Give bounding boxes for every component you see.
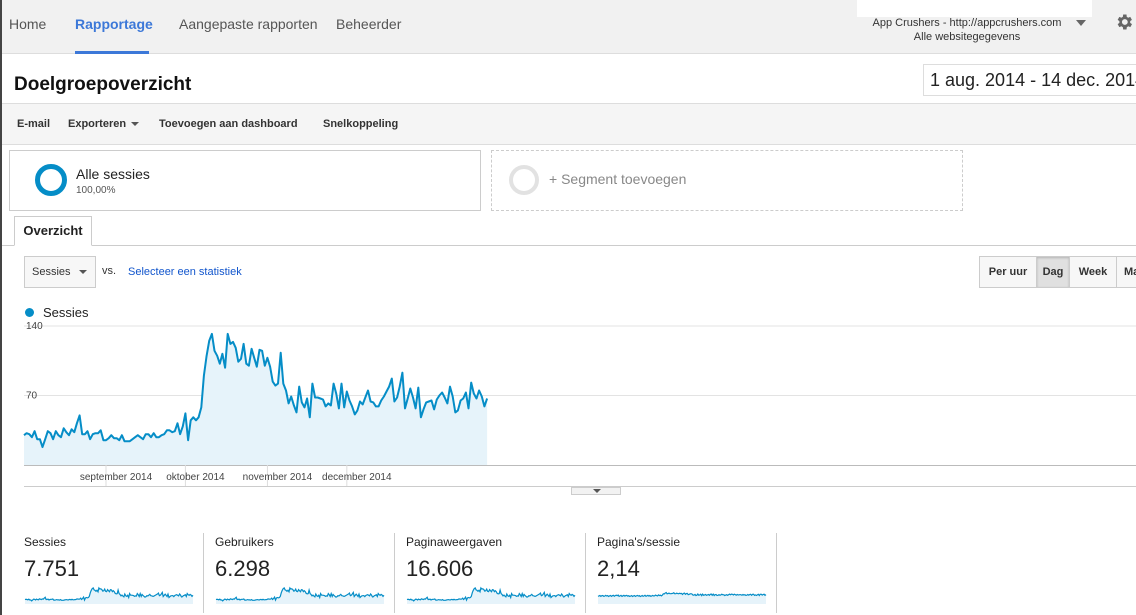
add-segment-button[interactable]: + Segment toevoegen [491,150,963,211]
nav-tab-rapportage[interactable]: Rapportage [75,0,153,54]
sparkline-line [215,586,385,602]
granularity-week[interactable]: Week [1069,256,1117,288]
granularity-month[interactable]: Maand [1116,256,1136,288]
tile-divider [203,533,204,613]
account-view: Alle websitegegevens [913,31,1021,43]
export-button[interactable]: Exporteren [68,104,140,144]
sessions-chart: 140 70 september 2014 oktober 2014 november … [23,321,1136,487]
tab-overview[interactable]: Overzicht [14,216,92,246]
chevron-down-icon [79,270,87,274]
metric-value: 2,14 [597,556,640,581]
series-legend-label: Sessies [43,305,89,320]
x-tick-label: oktober 2014 [166,472,225,483]
granularity-hourly[interactable]: Per uur [979,256,1037,288]
add-to-dashboard-button[interactable]: Toevoegen aan dashboard [159,118,298,130]
tile-divider [585,533,586,613]
email-button[interactable]: E-mail [17,118,51,130]
segment-ring-icon [35,164,67,196]
metric-sparkline [215,586,385,604]
date-range-picker[interactable]: 1 aug. 2014 - 14 dec. 2014 [923,64,1136,96]
metric-tile[interactable]: Pagina's/sessie 2,14 [597,533,777,613]
metric-tile[interactable]: Gebruikers 6.298 [215,533,395,613]
metric-value: 16.606 [406,556,474,581]
export-label: Exporteren [68,118,127,130]
metric-value: 6.298 [215,556,271,581]
granularity-day[interactable]: Dag [1036,256,1070,288]
metric-select-value: Sessies [32,266,71,278]
segment-percentage: 100,00% [76,185,116,196]
shortcut-button[interactable]: Snelkoppeling [323,118,399,130]
metric-tile[interactable]: Sessies 7.751 [24,533,204,613]
metric-label: Paginaweergaven [406,535,503,549]
tile-divider [776,533,777,613]
segment-name: Alle sessies [76,166,150,182]
vs-label: vs. [102,265,117,277]
metric-sparkline [597,591,767,604]
sparkline-line [24,586,194,602]
sparkline-line [597,591,767,598]
y-tick-label: 70 [26,391,38,402]
nav-tab-admin[interactable]: Beheerder [336,16,402,32]
chart-expand-handle[interactable] [571,487,621,495]
nav-tab-home[interactable]: Home [9,16,47,32]
metric-label: Sessies [24,535,67,549]
tile-divider [394,533,395,613]
y-tick-label: 140 [26,321,43,332]
metric-label: Pagina's/sessie [597,535,681,549]
metric-label: Gebruikers [215,535,274,549]
series-area [24,333,488,465]
add-segment-label: + Segment toevoegen [549,171,687,187]
x-tick-label: december 2014 [322,472,392,483]
report-toolbar: E-mail Exporteren Toevoegen aan dashboar… [2,103,1136,145]
chevron-down-icon [131,122,140,127]
x-tick-label: november 2014 [243,472,313,483]
series-legend-dot [25,308,34,317]
tab-divider [2,245,1136,246]
account-selector[interactable]: App Crushers - http://appcrushers.com Al… [862,16,1072,44]
metric-value: 7.751 [24,556,80,581]
segment-all-sessions[interactable]: Alle sessies 100,00% [9,150,481,211]
series-line-sessions [23,332,489,449]
account-banner [857,0,1092,17]
select-statistic-link[interactable]: Selecteer een statistiek [128,266,242,278]
gear-icon[interactable] [1114,12,1134,32]
metric-sparkline [406,586,576,604]
metric-tile[interactable]: Paginaweergaven 16.606 [406,533,586,613]
sparkline-line [406,586,576,602]
empty-segment-ring-icon [509,165,539,195]
top-navigation: Home Rapportage Aangepaste rapporten Beh… [2,0,1136,54]
x-tick-label: september 2014 [80,472,153,483]
metric-select[interactable]: Sessies [24,256,96,288]
nav-tab-custom-reports[interactable]: Aangepaste rapporten [179,16,318,32]
page-title: Doelgroepoverzicht [14,74,192,95]
chevron-down-icon[interactable] [1076,20,1086,26]
account-name: App Crushers - http://appcrushers.com [872,17,1062,29]
metric-sparkline [24,586,194,604]
